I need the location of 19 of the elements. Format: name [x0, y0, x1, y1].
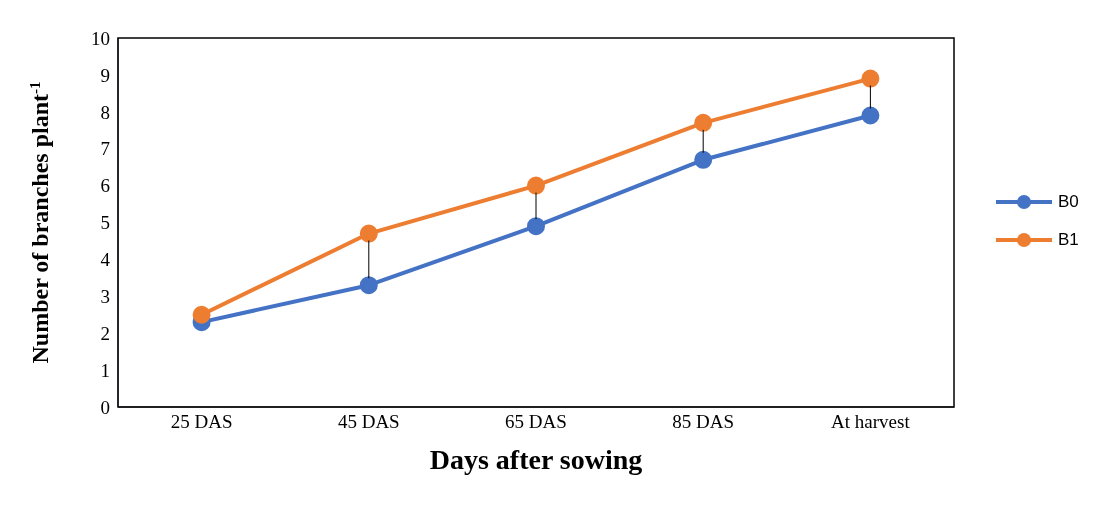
y-tick-label: 0: [100, 396, 110, 418]
x-tick-label: At harvest: [831, 411, 911, 433]
y-tick-label: 6: [100, 175, 110, 197]
y-tick-label: 10: [91, 27, 110, 49]
y-tick-label: 8: [100, 101, 110, 123]
y-tick-label: 2: [100, 322, 110, 344]
x-axis-title: Days after sowing: [429, 444, 643, 475]
x-tick-label: 45 DAS: [337, 411, 400, 433]
y-tick-label: 9: [100, 64, 110, 86]
y-tick-label: 5: [100, 212, 110, 234]
y-tick-label: 3: [100, 286, 110, 308]
x-tick-label: 65 DAS: [505, 411, 567, 433]
y-tick-label: 7: [100, 138, 110, 160]
x-tick-label: 25 DAS: [170, 411, 233, 433]
y-tick-label: 1: [100, 359, 110, 381]
y-tick-label: 4: [100, 249, 111, 271]
x-tick-label: 85 DAS: [672, 411, 735, 433]
legend-label: B0: [1058, 191, 1079, 212]
legend-label: B1: [1058, 229, 1079, 250]
